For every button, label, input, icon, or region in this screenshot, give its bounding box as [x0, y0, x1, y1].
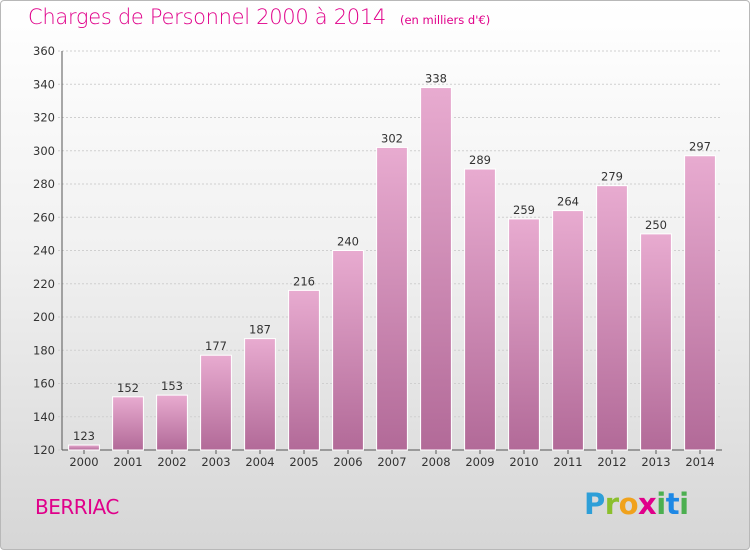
x-tick-label: 2011	[553, 455, 582, 469]
bar	[596, 185, 628, 451]
x-tick-label: 2007	[377, 455, 406, 469]
bar	[68, 444, 100, 451]
chart-title: Charges de Personnel 2000 à 2014	[28, 5, 386, 29]
data-label: 153	[161, 379, 183, 393]
y-tick-label: 160	[33, 377, 55, 391]
commune-name: BERRIAC	[35, 495, 119, 519]
bar	[420, 87, 452, 451]
y-tick-label: 220	[33, 277, 55, 291]
bar	[200, 354, 232, 451]
bar	[112, 396, 144, 451]
y-tick-label: 360	[33, 44, 55, 58]
x-tick-label: 2012	[597, 455, 626, 469]
bar	[684, 155, 716, 451]
data-label: 264	[557, 195, 579, 209]
bar	[156, 394, 188, 451]
y-tick-label: 260	[33, 210, 55, 224]
bar	[376, 146, 408, 451]
bar	[244, 338, 276, 451]
data-label: 216	[293, 274, 315, 288]
bar	[640, 233, 672, 451]
x-tick-label: 2005	[289, 455, 318, 469]
data-label: 259	[513, 203, 535, 217]
data-label: 177	[205, 339, 227, 353]
data-label: 123	[73, 429, 95, 443]
y-tick-label: 280	[33, 177, 55, 191]
y-tick-label: 300	[33, 144, 55, 158]
x-tick-label: 2001	[113, 455, 142, 469]
data-label: 279	[601, 170, 623, 184]
data-label: 338	[425, 72, 447, 86]
x-tick-label: 2003	[201, 455, 230, 469]
x-tick-label: 2010	[509, 455, 538, 469]
x-tick-label: 2008	[421, 455, 450, 469]
y-tick-label: 140	[33, 410, 55, 424]
chart-subtitle: (en milliers d'€)	[399, 13, 491, 27]
data-label: 187	[249, 323, 271, 337]
bar	[332, 250, 364, 451]
proxiti-logo: Proxiti	[584, 487, 689, 521]
data-label: 302	[381, 131, 403, 145]
y-tick-label: 180	[33, 343, 55, 357]
bar	[508, 218, 540, 451]
x-tick-label: 2004	[245, 455, 274, 469]
y-tick-label: 320	[33, 111, 55, 125]
y-tick-label: 240	[33, 244, 55, 258]
y-tick-label: 120	[33, 443, 55, 457]
y-tick-label: 200	[33, 310, 55, 324]
data-label: 297	[689, 140, 711, 154]
bar	[464, 168, 496, 451]
data-label: 250	[645, 218, 667, 232]
y-tick-label: 340	[33, 77, 55, 91]
x-tick-label: 2014	[685, 455, 714, 469]
bar	[552, 210, 584, 451]
data-label: 240	[337, 235, 359, 249]
data-label: 152	[117, 381, 139, 395]
chart-title-block: Charges de Personnel 2000 à 2014 (en mill…	[28, 5, 490, 29]
bar	[288, 289, 320, 451]
x-tick-label: 2000	[69, 455, 98, 469]
x-tick-label: 2006	[333, 455, 362, 469]
data-label: 289	[469, 153, 491, 167]
x-tick-label: 2013	[641, 455, 670, 469]
x-tick-label: 2002	[157, 455, 186, 469]
x-tick-label: 2009	[465, 455, 494, 469]
